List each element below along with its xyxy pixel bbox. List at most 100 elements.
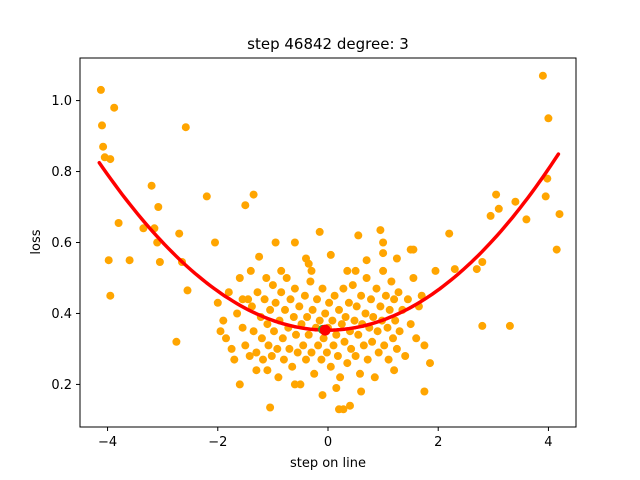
data-point-76: [244, 295, 253, 304]
data-point-137: [329, 341, 338, 350]
data-point-187: [401, 352, 410, 360]
data-point-164: [367, 295, 375, 304]
data-point-148: [344, 298, 353, 307]
scatter-points: [96, 71, 564, 414]
data-point-162: [363, 355, 372, 364]
data-point-38: [354, 231, 363, 240]
data-point-113: [296, 380, 305, 389]
data-point-109: [290, 284, 299, 293]
data-point-91: [266, 305, 275, 314]
data-point-36: [339, 405, 348, 414]
data-point-100: [278, 334, 287, 343]
data-point-201: [357, 387, 366, 396]
data-point-204: [318, 391, 327, 400]
data-point-170: [374, 348, 383, 357]
data-point-87: [260, 295, 269, 304]
data-point-65: [555, 210, 564, 219]
data-point-52: [478, 321, 487, 330]
data-point-132: [322, 348, 331, 357]
data-point-139: [332, 330, 341, 339]
data-point-176: [383, 323, 392, 332]
data-point-181: [390, 295, 399, 304]
data-point-22: [211, 238, 219, 247]
data-point-81: [252, 348, 261, 357]
data-point-155: [354, 330, 363, 339]
x-axis-label: step on line: [290, 456, 366, 471]
x-tick-label: −4: [98, 435, 117, 450]
data-point-67: [219, 316, 228, 325]
data-point-120: [306, 277, 315, 286]
data-point-88: [262, 274, 271, 282]
data-point-157: [357, 291, 366, 300]
data-point-8: [106, 291, 115, 300]
data-point-107: [288, 362, 297, 371]
data-point-28: [266, 403, 275, 412]
data-point-144: [339, 284, 348, 293]
data-point-129: [318, 284, 327, 293]
data-point-125: [313, 295, 321, 304]
data-point-153: [351, 352, 360, 360]
data-point-30: [290, 238, 299, 247]
data-point-203: [390, 366, 399, 375]
data-point-193: [238, 295, 247, 304]
x-tick-label: 4: [544, 435, 552, 450]
data-point-80: [249, 327, 258, 336]
data-point-159: [359, 341, 368, 350]
data-point-94: [270, 327, 278, 336]
data-point-75: [241, 341, 250, 350]
data-point-25: [249, 190, 258, 199]
data-point-46: [420, 387, 429, 396]
data-point-74: [238, 323, 247, 332]
data-point-173: [379, 266, 388, 275]
data-point-16: [172, 337, 181, 346]
data-point-32: [307, 266, 316, 275]
data-point-188: [403, 295, 412, 304]
data-point-55: [492, 190, 501, 199]
data-point-142: [336, 373, 345, 382]
data-point-179: [387, 277, 396, 286]
data-point-146: [341, 313, 350, 321]
data-point-196: [343, 266, 352, 275]
data-point-92: [267, 352, 276, 360]
data-point-64: [552, 245, 561, 254]
data-point-138: [330, 291, 339, 300]
data-point-69: [224, 288, 233, 297]
data-point-199: [290, 380, 299, 389]
y-axis-label: loss: [29, 229, 44, 254]
data-point-41: [392, 254, 401, 263]
data-point-19: [181, 123, 190, 132]
data-point-127: [315, 316, 324, 325]
data-point-128: [317, 355, 326, 364]
data-point-185: [395, 327, 404, 336]
data-point-175: [381, 291, 390, 300]
data-point-10: [139, 224, 148, 233]
data-point-9: [125, 256, 134, 265]
data-point-61: [541, 192, 550, 201]
data-point-167: [370, 373, 379, 382]
data-point-27: [263, 366, 272, 375]
data-point-72: [233, 309, 242, 318]
data-point-58: [511, 197, 520, 206]
data-point-33: [315, 227, 324, 236]
data-point-68: [222, 334, 230, 343]
data-point-160: [361, 309, 370, 318]
data-point-66: [213, 298, 222, 307]
data-point-136: [328, 316, 337, 325]
data-point-202: [235, 380, 244, 389]
data-point-190: [409, 274, 418, 282]
data-point-7: [104, 256, 113, 265]
data-point-105: [285, 344, 294, 353]
data-point-14: [154, 203, 163, 211]
data-point-106: [286, 295, 295, 304]
data-point-180: [389, 334, 397, 343]
data-point-183: [392, 344, 401, 353]
data-point-82: [253, 288, 262, 297]
data-point-71: [230, 355, 239, 364]
data-point-50: [450, 265, 459, 274]
data-point-53: [478, 258, 487, 266]
data-point-34: [326, 250, 335, 259]
data-point-119: [304, 330, 313, 339]
data-point-131: [321, 309, 330, 318]
data-point-17: [175, 229, 184, 238]
